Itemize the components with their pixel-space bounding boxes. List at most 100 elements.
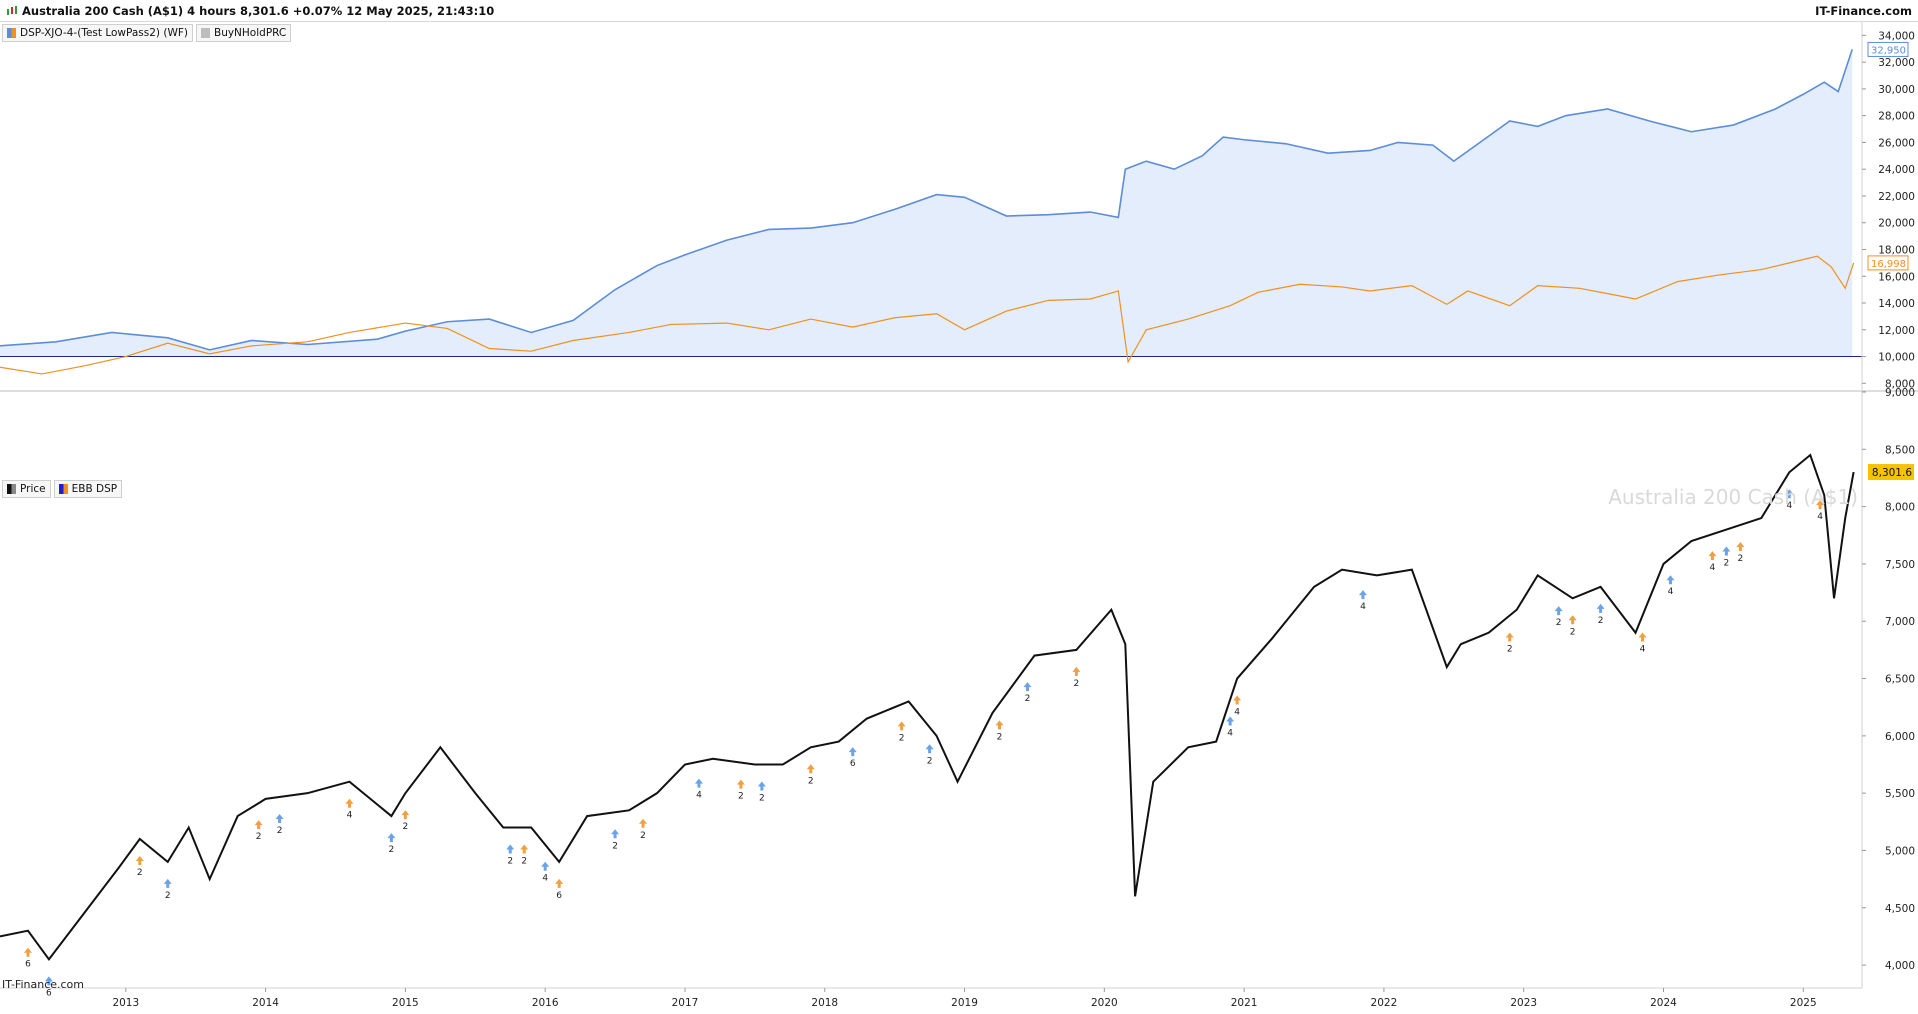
legend-label: EBB DSP [71,483,118,495]
signal-label: 2 [137,868,143,878]
signal-arrow-icon [1596,603,1605,613]
signal-label: 2 [507,857,513,867]
last-value-box [1867,41,1909,57]
signal-arrow-icon [611,829,620,839]
signal-arrow-icon [1736,541,1745,551]
signal-arrow-icon [345,798,354,808]
signal-label: 2 [738,792,744,802]
signal-label: 2 [1724,559,1730,569]
bottom-legend: Price EBB DSP [2,480,123,498]
signal-arrow-icon [1816,500,1825,510]
signal-label: 2 [1738,554,1744,564]
instrument-watermark: Australia 200 Cash (A$1) [1608,485,1858,509]
x-tick-label: 2025 [1790,997,1817,1009]
x-tick-label: 2017 [672,997,699,1009]
signal-arrow-icon [1023,682,1032,692]
x-tick-label: 2014 [252,997,279,1009]
y-tick-label: 6,000 [1885,731,1915,743]
signal-arrow-icon [1233,695,1242,705]
legend-item-strategy[interactable]: DSP-XJO-4-(Test LowPass2) (WF) [2,24,193,42]
buyhold-line [0,255,1855,375]
signal-label: 2 [997,732,1003,742]
x-tick-label: 2016 [532,997,559,1009]
signal-label: 4 [696,791,702,801]
equity-panel [0,49,1862,375]
signal-label: 4 [1786,501,1792,511]
signal-arrow-icon [897,721,906,731]
equity-line [0,49,1853,351]
x-tick-label: 2023 [1510,997,1537,1009]
signal-arrow-icon [1666,575,1675,585]
last-price-box [1868,464,1914,481]
signal-arrow-icon [1708,551,1717,561]
x-tick-label: 2019 [951,997,978,1009]
signal-arrow-icon [639,818,648,828]
legend-item-ebb-dsp[interactable]: EBB DSP [53,480,123,498]
signal-label: 4 [542,874,548,884]
signal-arrow-icon [506,844,515,854]
signal-label: 2 [1025,694,1031,704]
signal-label: 2 [927,756,933,766]
y-tick-label: 5,500 [1885,788,1915,800]
signal-arrow-icon [1722,546,1731,556]
y-tick-label: 8,000 [1885,502,1915,514]
signal-arrow-icon [44,976,53,986]
signal-label: 2 [899,733,905,743]
brand-label: IT-Finance.com [1815,4,1912,18]
y-tick-label: 10,000 [1878,352,1915,364]
x-tick-label: 2020 [1091,997,1118,1009]
signal-arrow-icon [694,778,703,788]
signal-label: 2 [1556,618,1562,628]
top-legend: DSP-XJO-4-(Test LowPass2) (WF) BuyNHoldP… [2,24,292,42]
last-value-box [1867,255,1909,271]
signal-arrow-icon [848,747,857,757]
signal-label: 6 [46,988,52,998]
legend-label: Price [20,483,46,495]
signal-label: 2 [1074,679,1080,689]
signal-label: 2 [521,857,527,867]
legend-item-price[interactable]: Price [2,480,51,498]
y-tick-label: 7,000 [1885,616,1915,628]
chart-title: Australia 200 Cash (A$1) 4 hours 8,301.6… [22,4,495,18]
y-tick-label: 12,000 [1878,325,1915,337]
title-bar: Australia 200 Cash (A$1) 4 hours 8,301.6… [0,0,1918,22]
signal-arrow-icon [1568,615,1577,625]
signal-label: 2 [1507,645,1513,655]
y-tick-label: 28,000 [1878,111,1915,123]
x-tick-label: 2022 [1371,997,1398,1009]
signal-arrow-icon [736,779,745,789]
signal-label: 6 [25,960,31,970]
signal-label: 4 [347,811,353,821]
last-price-label: 8,301.6 [1872,467,1912,479]
signal-arrow-icon [275,813,284,823]
signal-label: 4 [1640,645,1646,655]
y-tick-label: 4,000 [1885,960,1915,972]
last-value-label: 32,950 [1871,45,1906,56]
signal-label: 4 [1234,708,1240,718]
signal-label: 2 [640,831,646,841]
y-tick-label: 4,500 [1885,903,1915,915]
x-tick-label: 2013 [112,997,139,1009]
legend-item-buyhold[interactable]: BuyNHoldPRC [195,24,292,42]
y-tick-label: 24,000 [1878,164,1915,176]
signal-arrow-icon [806,764,815,774]
buyhold-swatch-icon [200,28,210,38]
candlestick-chart-icon [7,6,17,15]
ebb-dsp-swatch-icon [58,484,68,494]
y-tick-label: 32,000 [1878,57,1915,69]
y-tick-label: 6,500 [1885,674,1915,686]
y-tick-label: 22,000 [1878,191,1915,203]
signal-label: 2 [1598,616,1604,626]
signal-arrow-icon [555,878,564,888]
y-tick-label: 7,500 [1885,559,1915,571]
x-tick-label: 2024 [1650,997,1677,1009]
signal-label: 4 [1710,563,1716,573]
signal-label: 2 [759,794,765,804]
legend-label: BuyNHoldPRC [213,27,287,39]
signal-label: 4 [1227,729,1233,739]
y-tick-label: 26,000 [1878,137,1915,149]
price-line [0,453,1855,962]
signal-arrow-icon [1505,632,1514,642]
